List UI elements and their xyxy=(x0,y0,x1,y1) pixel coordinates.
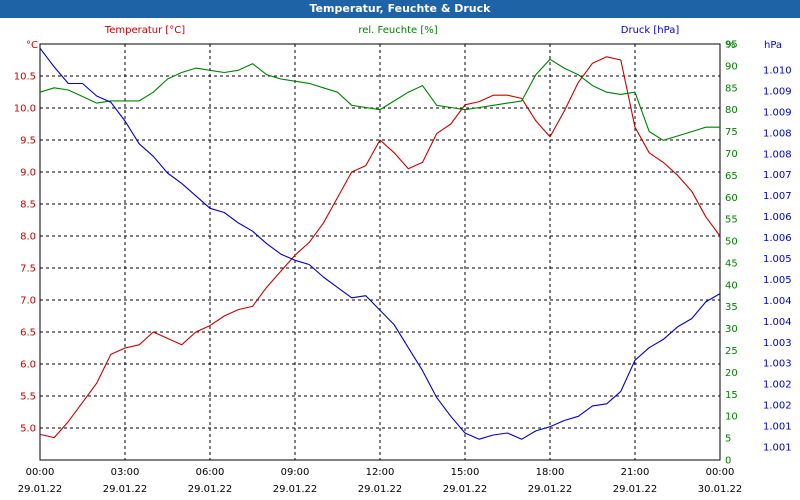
humidity-tick-label: 0 xyxy=(725,456,731,467)
humidity-tick-label: 65 xyxy=(725,171,738,182)
x-tick-date-label: 29.01.22 xyxy=(188,484,233,495)
pressure-tick-label: 1.004 xyxy=(763,317,792,328)
grid-lines xyxy=(40,44,720,460)
pressure-tick-label: 1.007 xyxy=(763,191,792,202)
temperature-tick-label: 10.0 xyxy=(14,104,36,115)
humidity-series-line xyxy=(39,58,720,141)
x-tick-time-label: 21:00 xyxy=(621,467,650,478)
temperature-tick-label: 5.5 xyxy=(20,392,36,403)
x-tick-time-label: 00:00 xyxy=(706,467,735,478)
humidity-tick-label: 95 xyxy=(725,40,738,51)
temperature-tick-label: 6.0 xyxy=(20,360,36,371)
x-tick-date-label: 29.01.22 xyxy=(18,484,63,495)
temperature-tick-label: 5.0 xyxy=(20,424,36,435)
legend-humidity: rel. Feuchte [%] xyxy=(358,25,437,36)
humidity-tick-label: 85 xyxy=(725,83,738,94)
temperature-tick-label: 7.0 xyxy=(20,296,36,307)
pressure-tick-label: 1.002 xyxy=(763,380,792,391)
legend-pressure: Druck [hPa] xyxy=(621,25,680,36)
tick-labels: 00:00 29.01.22 03:00 29.01.22 06:00 29.01.22 0… xyxy=(14,40,792,496)
pressure-tick-label: 1.006 xyxy=(763,212,792,223)
temperature-tick-label: 7.5 xyxy=(20,264,36,275)
humidity-tick-label: 60 xyxy=(725,193,738,204)
pressure-series-line xyxy=(39,47,721,440)
humidity-tick-label: 70 xyxy=(725,149,738,160)
pressure-tick-label: 1.003 xyxy=(763,338,792,349)
pressure-tick-label: 1.007 xyxy=(763,170,792,181)
pressure-tick-label: 1.002 xyxy=(763,401,792,412)
humidity-tick-label: 10 xyxy=(725,412,738,423)
plot-frame xyxy=(39,43,721,461)
humidity-tick-label: 40 xyxy=(725,280,738,291)
x-tick-date-label: 29.01.22 xyxy=(273,484,318,495)
humidity-tick-label: 75 xyxy=(725,127,738,138)
temperature-tick-label: 8.5 xyxy=(20,200,36,211)
pressure-tick-label: 1.003 xyxy=(763,359,792,370)
window-title: Temperatur, Feuchte & Druck xyxy=(0,0,800,18)
x-tick-time-label: 18:00 xyxy=(536,467,565,478)
series-lines xyxy=(39,47,721,440)
pressure-tick-label: 1.005 xyxy=(763,275,792,286)
temperature-tick-label: 10.5 xyxy=(14,72,36,83)
humidity-tick-label: 30 xyxy=(725,324,738,335)
temperature-series-line xyxy=(39,56,721,439)
pressure-tick-label: 1.008 xyxy=(763,149,792,160)
temperature-tick-label: 9.5 xyxy=(20,136,36,147)
legend-temperature: Temperatur [°C] xyxy=(104,25,185,36)
pressure-tick-label: 1.009 xyxy=(763,107,792,118)
pressure-unit-label: hPa xyxy=(764,40,782,51)
pressure-tick-label: 1.006 xyxy=(763,233,792,244)
x-tick-time-label: 12:00 xyxy=(366,467,395,478)
pressure-tick-label: 1.005 xyxy=(763,254,792,265)
humidity-tick-label: 90 xyxy=(725,61,738,72)
temperature-tick-label: 8.0 xyxy=(20,232,36,243)
humidity-unit-label: % xyxy=(726,40,736,51)
humidity-tick-label: 50 xyxy=(725,237,738,248)
x-tick-date-label: 29.01.22 xyxy=(358,484,403,495)
temperature-tick-label: 6.5 xyxy=(20,328,36,339)
x-tick-date-label: 30.01.22 xyxy=(698,484,743,495)
pressure-tick-label: 1.008 xyxy=(763,128,792,139)
x-tick-date-label: 29.01.22 xyxy=(103,484,148,495)
x-tick-time-label: 15:00 xyxy=(451,467,480,478)
temperature-unit-label: °C xyxy=(26,40,38,51)
x-tick-time-label: 06:00 xyxy=(196,467,225,478)
humidity-tick-label: 25 xyxy=(725,346,738,357)
pressure-tick-label: 1.010 xyxy=(763,66,792,77)
humidity-tick-label: 55 xyxy=(725,215,738,226)
x-tick-time-label: 09:00 xyxy=(281,467,310,478)
pressure-tick-label: 1.009 xyxy=(763,86,792,97)
pressure-tick-label: 1.001 xyxy=(763,422,792,433)
x-tick-date-label: 29.01.22 xyxy=(528,484,573,495)
humidity-tick-label: 20 xyxy=(725,368,738,379)
humidity-tick-label: 5 xyxy=(725,434,731,445)
humidity-tick-label: 35 xyxy=(725,302,738,313)
x-tick-date-label: 29.01.22 xyxy=(443,484,488,495)
temperature-tick-label: 9.0 xyxy=(20,168,36,179)
humidity-tick-label: 15 xyxy=(725,390,738,401)
x-tick-time-label: 00:00 xyxy=(26,467,55,478)
pressure-tick-label: 1.004 xyxy=(763,296,792,307)
humidity-tick-label: 80 xyxy=(725,105,738,116)
x-tick-date-label: 29.01.22 xyxy=(613,484,658,495)
pressure-tick-label: 1.001 xyxy=(763,443,792,454)
x-tick-time-label: 03:00 xyxy=(111,467,140,478)
humidity-tick-label: 45 xyxy=(725,258,738,269)
